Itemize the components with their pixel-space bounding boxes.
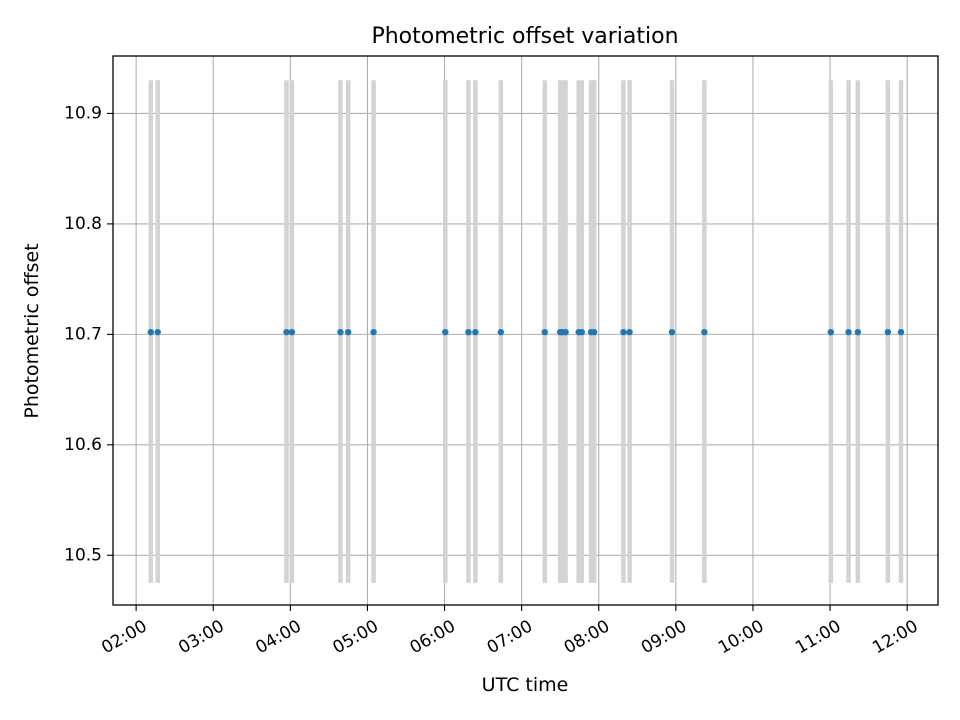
y-tick-label: 10.6	[64, 435, 102, 455]
x-tick-label: 09:00	[638, 616, 690, 658]
data-point	[148, 329, 154, 335]
data-point	[828, 329, 834, 335]
x-axis-label: UTC time	[482, 674, 569, 696]
data-point	[472, 329, 478, 335]
data-point	[701, 329, 707, 335]
data-point	[498, 329, 504, 335]
y-axis-label: Photometric offset	[21, 243, 43, 418]
data-point	[885, 329, 891, 335]
x-tick-label: 07:00	[484, 616, 536, 658]
y-tick-label: 10.7	[64, 324, 102, 344]
data-point	[155, 329, 161, 335]
data-point	[620, 329, 626, 335]
data-point	[845, 329, 851, 335]
grid	[113, 56, 938, 605]
x-tick-label: 06:00	[407, 616, 459, 658]
data-point	[337, 329, 343, 335]
x-tick-label: 08:00	[561, 616, 613, 658]
data-point	[579, 329, 585, 335]
x-tick-label: 02:00	[98, 616, 150, 658]
y-tick-label: 10.5	[64, 545, 102, 565]
error-bars	[151, 80, 901, 583]
data-point	[370, 329, 376, 335]
y-tick-label: 10.9	[64, 103, 102, 123]
x-tick-label: 03:00	[175, 616, 227, 658]
x-tick-label: 05:00	[330, 616, 382, 658]
data-point	[626, 329, 632, 335]
data-point	[898, 329, 904, 335]
y-axis-ticks: 10.5 10.6 10.7 10.8 10.9	[64, 103, 113, 565]
data-point	[289, 329, 295, 335]
data-point	[465, 329, 471, 335]
data-point	[591, 329, 597, 335]
plot-area-frame	[113, 56, 938, 605]
x-tick-label: 04:00	[252, 616, 304, 658]
chart-title: Photometric offset variation	[371, 24, 678, 49]
data-point	[855, 329, 861, 335]
data-point	[669, 329, 675, 335]
x-tick-label: 11:00	[792, 616, 844, 658]
data-point	[345, 329, 351, 335]
y-tick-label: 10.8	[64, 214, 102, 234]
data-point	[442, 329, 448, 335]
x-tick-label: 10:00	[715, 616, 767, 658]
x-tick-label: 12:00	[869, 616, 921, 658]
data-point	[542, 329, 548, 335]
data-point	[562, 329, 568, 335]
x-axis-ticks: 02:00 03:00 04:00 05:00 06:00 07:00 08:00 09:00…	[98, 605, 921, 658]
